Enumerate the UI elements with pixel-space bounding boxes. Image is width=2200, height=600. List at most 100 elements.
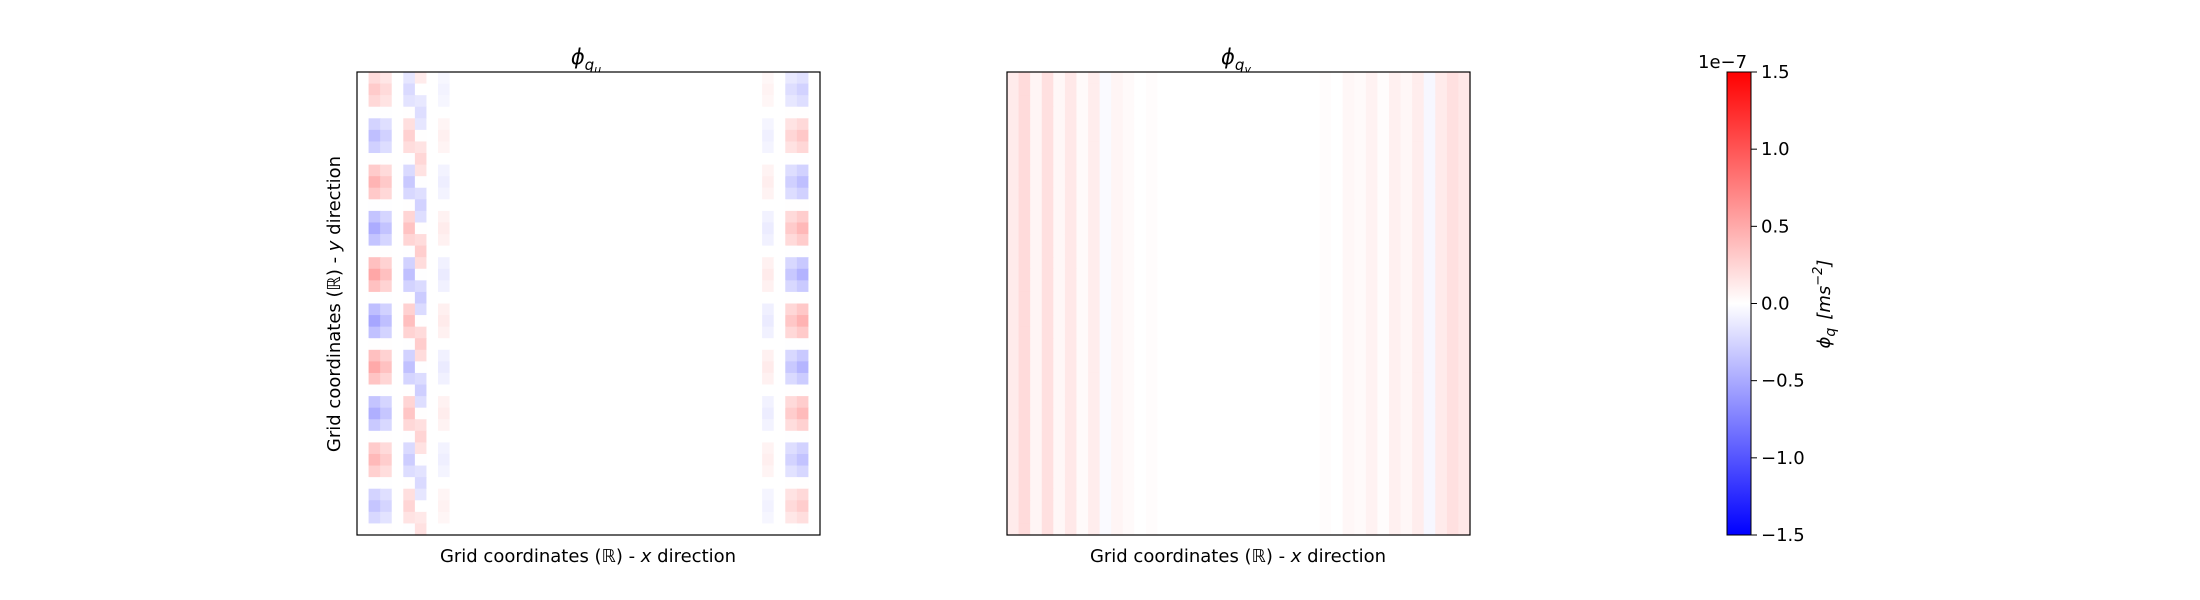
heatmap-cell bbox=[542, 511, 555, 525]
heatmap-cell bbox=[1435, 141, 1448, 154]
heatmap-cell bbox=[1018, 384, 1031, 397]
heatmap-cell bbox=[727, 349, 740, 362]
heatmap-cell bbox=[1273, 268, 1286, 281]
heatmap-cell bbox=[1169, 291, 1182, 305]
heatmap-cell bbox=[1111, 407, 1124, 420]
heatmap-cell bbox=[426, 303, 439, 316]
heatmap-cell bbox=[1122, 199, 1135, 212]
heatmap-cell bbox=[600, 141, 613, 154]
heatmap-cell bbox=[1122, 95, 1135, 108]
heatmap-cell bbox=[1169, 83, 1182, 96]
heatmap-cell bbox=[1088, 141, 1101, 154]
heatmap-cell bbox=[449, 338, 462, 351]
heatmap-cell bbox=[542, 442, 555, 455]
heatmap-cell bbox=[646, 349, 659, 362]
heatmap-cell bbox=[565, 361, 578, 374]
heatmap-cell bbox=[1365, 129, 1378, 143]
heatmap-cell bbox=[449, 176, 462, 189]
heatmap-cell bbox=[669, 315, 682, 328]
heatmap-cell bbox=[1215, 164, 1228, 177]
panel-qu-xlabel: Grid coordinates (ℝ) - x direction bbox=[440, 546, 736, 567]
heatmap-cell bbox=[461, 326, 474, 339]
heatmap-cell bbox=[692, 361, 705, 374]
heatmap-cell bbox=[519, 338, 532, 351]
heatmap-cell bbox=[484, 176, 497, 189]
heatmap-cell bbox=[484, 372, 497, 386]
heatmap-cell bbox=[657, 141, 671, 154]
heatmap-cell bbox=[542, 349, 555, 362]
heatmap-cell bbox=[1099, 349, 1112, 362]
heatmap-cell bbox=[380, 465, 393, 478]
heatmap-cell bbox=[1088, 488, 1101, 501]
heatmap-cell bbox=[1446, 326, 1460, 339]
heatmap-cell bbox=[1400, 384, 1413, 397]
heatmap-cell bbox=[1423, 141, 1436, 154]
heatmap-cell bbox=[727, 326, 740, 339]
heatmap-cell bbox=[553, 222, 566, 235]
heatmap-cell bbox=[403, 176, 416, 189]
heatmap-cell bbox=[576, 291, 590, 305]
heatmap-cell bbox=[1331, 488, 1344, 501]
heatmap-cell bbox=[1018, 210, 1031, 224]
heatmap-cell bbox=[1203, 453, 1216, 467]
heatmap-cell bbox=[808, 234, 821, 247]
heatmap-cell bbox=[1331, 500, 1344, 513]
heatmap-cell bbox=[1365, 95, 1378, 108]
heatmap-cell bbox=[414, 222, 428, 235]
heatmap-cell bbox=[634, 465, 647, 478]
heatmap-cell bbox=[623, 500, 636, 513]
heatmap-cell bbox=[1296, 199, 1309, 212]
heatmap-cell bbox=[588, 83, 601, 96]
heatmap-cell bbox=[472, 245, 485, 258]
heatmap-cell bbox=[1145, 234, 1159, 247]
panel-qu-frame bbox=[356, 71, 821, 536]
heatmap-cell bbox=[1053, 407, 1066, 420]
heatmap-cell bbox=[391, 210, 404, 224]
heatmap-cell bbox=[796, 477, 810, 490]
heatmap-cell bbox=[704, 280, 717, 293]
heatmap-cell bbox=[681, 83, 694, 96]
heatmap-cell bbox=[646, 129, 659, 143]
heatmap-cell bbox=[1284, 176, 1297, 189]
heatmap-cell bbox=[1296, 465, 1309, 478]
heatmap-cell bbox=[1192, 430, 1205, 443]
heatmap-cell bbox=[1377, 210, 1390, 224]
heatmap-cell bbox=[1458, 234, 1471, 247]
heatmap-cell bbox=[1122, 372, 1135, 386]
heatmap-cell bbox=[461, 419, 474, 432]
heatmap-cell bbox=[1423, 83, 1436, 96]
heatmap-cell bbox=[484, 234, 497, 247]
heatmap-cell bbox=[738, 291, 752, 305]
heatmap-cell bbox=[1122, 129, 1135, 143]
heatmap-cell bbox=[1180, 176, 1193, 189]
heatmap-cell bbox=[634, 372, 647, 386]
heatmap-cell bbox=[1145, 199, 1159, 212]
heatmap-cell bbox=[380, 419, 393, 432]
heatmap-cell bbox=[1088, 72, 1101, 85]
heatmap-cell bbox=[727, 222, 740, 235]
heatmap-cell bbox=[1458, 372, 1471, 386]
heatmap-cell bbox=[704, 187, 717, 200]
heatmap-cell bbox=[368, 523, 381, 536]
heatmap-cell bbox=[1018, 523, 1031, 536]
heatmap-cell bbox=[380, 280, 393, 293]
heatmap-cell bbox=[472, 199, 485, 212]
heatmap-cell bbox=[519, 326, 532, 339]
heatmap-cell bbox=[553, 83, 566, 96]
heatmap-cell bbox=[1076, 500, 1089, 513]
heatmap-cell bbox=[1064, 500, 1078, 513]
heatmap-cell bbox=[1145, 442, 1159, 455]
heatmap-cell bbox=[1250, 338, 1263, 351]
heatmap-cell bbox=[773, 234, 786, 247]
heatmap-cell bbox=[808, 488, 821, 501]
heatmap-cell bbox=[576, 83, 590, 96]
heatmap-cell bbox=[438, 372, 451, 386]
heatmap-cell bbox=[1250, 326, 1263, 339]
heatmap-cell bbox=[1180, 129, 1193, 143]
heatmap-cell bbox=[1169, 500, 1182, 513]
heatmap-cell bbox=[1250, 129, 1263, 143]
heatmap-cell bbox=[646, 268, 659, 281]
heatmap-cell bbox=[611, 303, 624, 316]
heatmap-cell bbox=[449, 419, 462, 432]
heatmap-cell bbox=[507, 384, 520, 397]
